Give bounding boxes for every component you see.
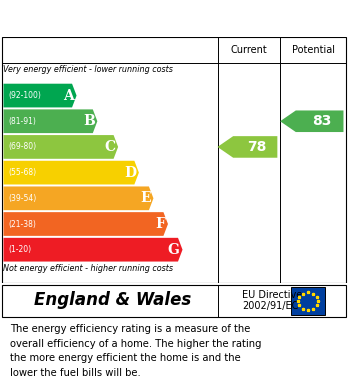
Text: F: F: [155, 217, 165, 231]
Polygon shape: [3, 84, 77, 108]
Text: 83: 83: [312, 114, 331, 128]
Polygon shape: [3, 238, 182, 262]
Text: G: G: [168, 243, 180, 257]
Polygon shape: [218, 136, 277, 158]
Text: (55-68): (55-68): [9, 168, 37, 177]
Polygon shape: [3, 212, 168, 236]
Text: E: E: [140, 191, 151, 205]
Polygon shape: [3, 187, 153, 210]
Text: (1-20): (1-20): [9, 245, 32, 254]
Polygon shape: [280, 111, 343, 132]
Text: A: A: [63, 88, 74, 102]
Text: (39-54): (39-54): [9, 194, 37, 203]
Text: (21-38): (21-38): [9, 219, 37, 228]
Text: (81-91): (81-91): [9, 117, 37, 126]
Polygon shape: [3, 161, 139, 185]
Text: C: C: [104, 140, 115, 154]
Text: D: D: [124, 166, 136, 179]
Text: Very energy efficient - lower running costs: Very energy efficient - lower running co…: [3, 65, 173, 74]
Text: (69-80): (69-80): [9, 142, 37, 151]
Text: Current: Current: [230, 45, 267, 55]
Text: B: B: [83, 114, 95, 128]
Text: Not energy efficient - higher running costs: Not energy efficient - higher running co…: [3, 264, 174, 273]
Text: (92-100): (92-100): [9, 91, 41, 100]
Text: EU Directive
2002/91/EC: EU Directive 2002/91/EC: [242, 290, 302, 311]
FancyBboxPatch shape: [291, 287, 324, 315]
Text: The energy efficiency rating is a measure of the
overall efficiency of a home. T: The energy efficiency rating is a measur…: [10, 325, 262, 378]
Polygon shape: [3, 109, 97, 133]
Text: Potential: Potential: [292, 45, 335, 55]
Text: England & Wales: England & Wales: [34, 291, 191, 309]
Text: Energy Efficiency Rating: Energy Efficiency Rating: [10, 9, 239, 28]
Polygon shape: [3, 135, 118, 159]
Text: 78: 78: [247, 140, 267, 154]
